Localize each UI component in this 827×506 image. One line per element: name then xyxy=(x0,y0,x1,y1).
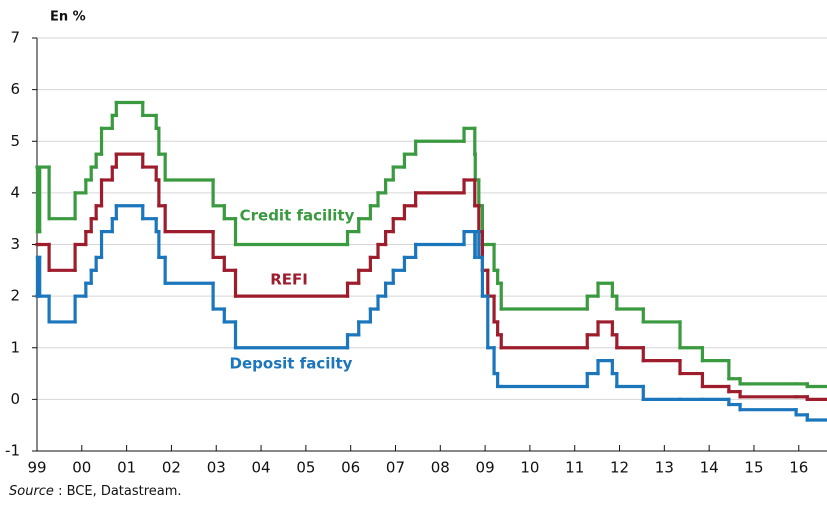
y-tick-label: -1 xyxy=(5,442,20,460)
x-tick-label: 08 xyxy=(431,459,450,477)
x-tick-label: 02 xyxy=(162,459,181,477)
series-label: REFI xyxy=(270,271,308,289)
chart-title: En % xyxy=(50,10,86,25)
series-line xyxy=(35,204,827,422)
x-tick-label: 16 xyxy=(789,459,808,477)
y-tick-label: 7 xyxy=(10,29,20,47)
x-tick-label: 03 xyxy=(207,459,226,477)
y-tick-label: 4 xyxy=(10,183,20,201)
x-tick-label: 00 xyxy=(72,459,91,477)
series-label: Credit facility xyxy=(240,207,355,225)
x-tick-label: 15 xyxy=(744,459,763,477)
y-tick-label: 1 xyxy=(10,338,20,356)
series-label: Deposit facilty xyxy=(230,355,353,373)
y-tick-label: 6 xyxy=(10,80,20,98)
series-line xyxy=(35,152,827,401)
x-tick-label: 07 xyxy=(386,459,405,477)
source-text: : BCE, Datastream. xyxy=(54,484,182,499)
x-tick-label: 05 xyxy=(296,459,315,477)
x-tick-label: 13 xyxy=(655,459,674,477)
source-label: Source xyxy=(9,484,54,499)
x-tick-label: 09 xyxy=(476,459,495,477)
series-line xyxy=(35,100,827,389)
y-tick-label: 3 xyxy=(10,235,20,253)
x-tick-label: 04 xyxy=(252,459,271,477)
x-tick-label: 14 xyxy=(700,459,719,477)
y-tick-label: 2 xyxy=(10,287,20,305)
y-tick-label: 5 xyxy=(10,132,20,150)
x-tick-label: 01 xyxy=(117,459,136,477)
x-tick-label: 99 xyxy=(27,459,46,477)
y-tick-label: 0 xyxy=(10,390,20,408)
x-tick-label: 06 xyxy=(341,459,360,477)
x-tick-label: 10 xyxy=(520,459,539,477)
source-note: Source : BCE, Datastream. xyxy=(9,484,182,499)
x-tick-label: 11 xyxy=(565,459,584,477)
x-tick-label: 12 xyxy=(610,459,629,477)
